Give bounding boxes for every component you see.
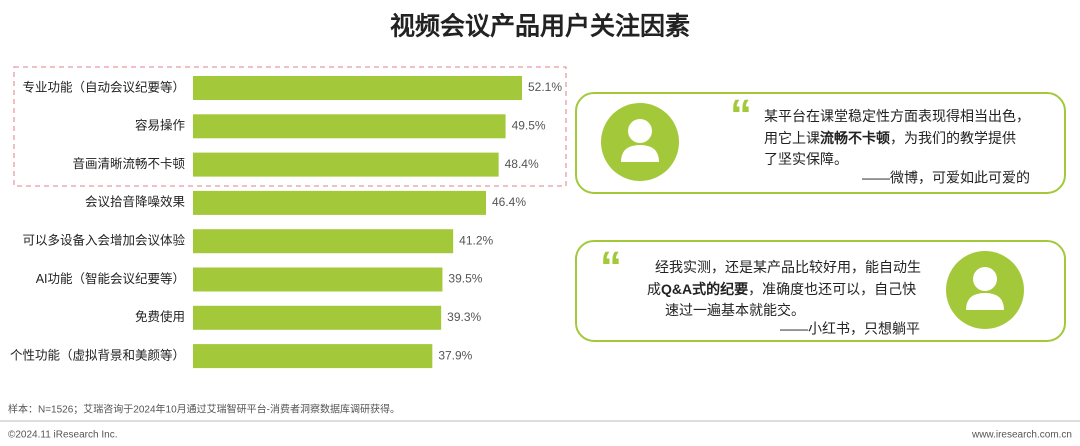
copyright: ©2024.11 iResearch Inc. <box>8 430 117 441</box>
value-label: 39.3% <box>447 310 481 324</box>
quote-line: 用它上课流畅不卡顿，为我们的教学提供 <box>764 130 1016 146</box>
website: www.iresearch.com.cn <box>971 430 1072 441</box>
bar <box>193 190 487 215</box>
quote-box <box>575 92 1066 194</box>
value-label: 37.9% <box>438 348 472 362</box>
highlight-box <box>13 66 567 187</box>
value-label: 48.4% <box>505 157 539 171</box>
value-label: 52.1% <box>528 80 562 94</box>
quote-line: 了坚实保障。 <box>764 151 848 167</box>
avatar <box>601 103 679 181</box>
category-label: 容易操作 <box>135 118 186 133</box>
category-label: AI功能（智能会议纪要等） <box>36 271 185 286</box>
category-label: 个性功能（虚拟背景和美颜等） <box>10 347 185 362</box>
value-label: 39.5% <box>448 272 482 286</box>
category-label: 音画清晰流畅不卡顿 <box>72 156 185 171</box>
quote-source: ——小红书，只想躺平 <box>780 321 920 337</box>
value-label: 41.2% <box>459 233 493 247</box>
quote-line: 成Q&A式的纪要，准确度也还可以，自己快 <box>647 281 916 297</box>
bar <box>193 305 442 330</box>
bar <box>193 76 522 100</box>
quote-line: 某平台在课堂稳定性方面表现得相当出色， <box>764 108 1030 124</box>
bar <box>193 114 506 139</box>
category-label: 免费使用 <box>135 309 185 324</box>
quote-source: ——微博，可爱如此可爱的 <box>862 170 1030 186</box>
bars: 专业功能（自动会议纪要等） 52.1% 容易操作 49.5% 音画清晰流畅不卡顿 48.4… <box>10 76 562 369</box>
bar <box>193 229 454 254</box>
quote-line: 速过一遍基本就能交。 <box>665 302 805 318</box>
quote-mark: “ <box>600 243 622 292</box>
bar <box>193 152 499 177</box>
value-label: 46.4% <box>492 195 526 209</box>
category-label: 会议拾音降噪效果 <box>85 194 186 209</box>
bar <box>193 267 443 292</box>
category-label: 专业功能（自动会议纪要等） <box>22 79 185 94</box>
value-label: 49.5% <box>512 118 546 132</box>
quote-box <box>575 240 1066 342</box>
quote-mark: “ <box>730 91 752 140</box>
footnote: 样本：N=1526；艾瑞咨询于2024年10月通过艾瑞智研平台-消费者洞察数据库… <box>8 403 400 416</box>
avatar <box>946 251 1024 329</box>
category-label: 可以多设备入会增加会议体验 <box>22 232 185 247</box>
bar <box>193 344 433 369</box>
quote-line: 经我实测，还是某产品比较好用，能自动生 <box>655 259 921 275</box>
chart-title: 视频会议产品用户关注因素 <box>390 12 690 41</box>
